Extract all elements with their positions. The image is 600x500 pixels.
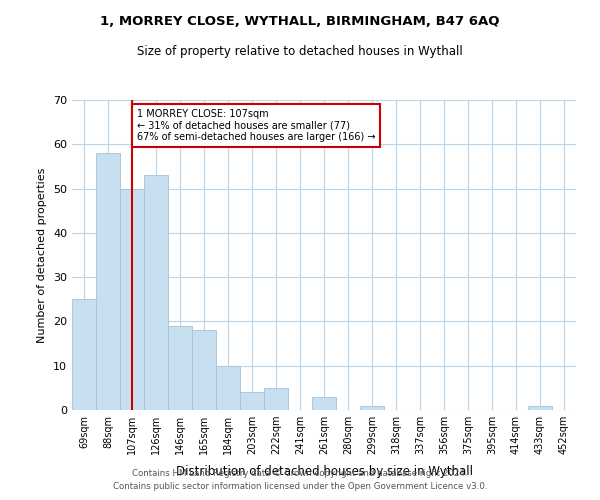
Bar [168,326,192,410]
Bar [216,366,240,410]
Bar [240,392,264,410]
X-axis label: Distribution of detached houses by size in Wythall: Distribution of detached houses by size … [176,466,473,478]
Bar [144,176,168,410]
Text: Size of property relative to detached houses in Wythall: Size of property relative to detached ho… [137,45,463,58]
Bar [192,330,216,410]
Bar [120,188,144,410]
Bar [360,406,384,410]
Text: Contains public sector information licensed under the Open Government Licence v3: Contains public sector information licen… [113,482,487,491]
Text: Contains HM Land Registry data © Crown copyright and database right 2024.: Contains HM Land Registry data © Crown c… [132,468,468,477]
Bar [96,153,120,410]
Bar [72,300,96,410]
Bar [264,388,288,410]
Text: 1 MORREY CLOSE: 107sqm
← 31% of detached houses are smaller (77)
67% of semi-det: 1 MORREY CLOSE: 107sqm ← 31% of detached… [137,109,376,142]
Text: 1, MORREY CLOSE, WYTHALL, BIRMINGHAM, B47 6AQ: 1, MORREY CLOSE, WYTHALL, BIRMINGHAM, B4… [100,15,500,28]
Bar [312,396,336,410]
Y-axis label: Number of detached properties: Number of detached properties [37,168,47,342]
Bar [528,406,552,410]
